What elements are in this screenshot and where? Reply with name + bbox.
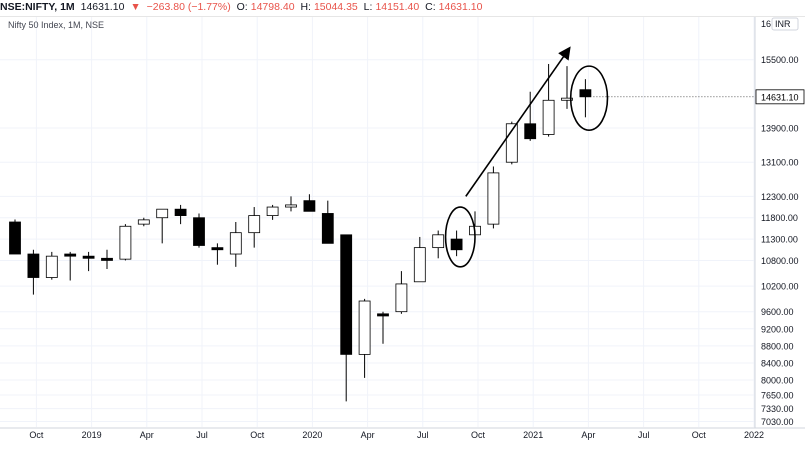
currency-label: INR <box>775 19 791 29</box>
grid <box>0 17 755 427</box>
candle-body <box>248 215 261 234</box>
y-tick-label: 13100.00 <box>761 158 799 168</box>
y-tick-label: 10800.00 <box>761 256 799 266</box>
candle-body <box>119 225 132 260</box>
y-tick-label: 7030.00 <box>761 417 794 427</box>
time-axis[interactable]: Oct 2019 Apr Jul Oct 2020 Apr Jul Oct 2021 Apr Jul O… <box>0 427 805 440</box>
symbol-header: NSE:NIFTY, 1M 14631.10 ▼ −263.80 (−1.77%… <box>0 0 805 17</box>
y-tick-label: 15500.00 <box>761 55 799 65</box>
low-value: 14151.40 <box>375 1 420 13</box>
highlight-ellipse <box>444 206 476 268</box>
price-axis[interactable]: 7030.00 7330.00 7650.00 8000.00 8400.00 8800.… <box>754 17 805 428</box>
candle-body <box>413 247 426 283</box>
x-tick-label: Jul <box>638 430 650 440</box>
highlight-ellipse <box>569 65 609 131</box>
footer <box>0 441 805 452</box>
candle-body <box>211 247 224 251</box>
y-tick-label: 8400.00 <box>761 358 794 368</box>
trend-arrow <box>465 46 571 197</box>
x-tick-label: Apr <box>361 430 375 440</box>
x-tick-label: Oct <box>250 430 265 440</box>
y-tick-label: 13900.00 <box>761 124 799 134</box>
x-tick-label: 2022 <box>744 430 764 440</box>
candle-body <box>193 217 205 246</box>
currency-badge <box>771 17 799 31</box>
candle-body <box>156 208 169 219</box>
last-price: 14631.10 <box>80 1 125 13</box>
y-tick-label: 12300.00 <box>761 192 799 202</box>
x-tick-label: Apr <box>581 430 595 440</box>
candle-body <box>27 253 40 278</box>
down-triangle-icon: ▼ <box>130 1 141 13</box>
x-tick-label: 2021 <box>523 430 543 440</box>
candle-body <box>64 253 77 257</box>
y-tick-label: 8800.00 <box>761 341 794 351</box>
y-tick-label-top: 16 <box>761 19 771 29</box>
low-label: L: <box>363 1 373 13</box>
candle-body <box>229 232 242 255</box>
last-price-label: 14631.10 <box>761 92 799 102</box>
candle-body <box>303 200 316 212</box>
x-tick-label: Jul <box>196 430 208 440</box>
last-price-badge <box>755 89 805 105</box>
candle-body <box>561 97 573 101</box>
candle-body <box>505 123 518 163</box>
candle-body <box>542 99 555 135</box>
candle-body <box>524 123 537 140</box>
open-label: O: <box>236 1 248 13</box>
candle-body <box>358 300 371 355</box>
high-label: H: <box>300 1 311 13</box>
candle-body <box>579 89 592 98</box>
candle-body <box>450 238 463 251</box>
x-tick-label: 2020 <box>302 430 322 440</box>
candle-body <box>377 313 389 317</box>
chart-title: Nifty 50 Index, 1M, NSE <box>8 20 105 30</box>
y-tick-label: 8000.00 <box>761 376 794 386</box>
y-tick-label: 10200.00 <box>761 282 799 292</box>
candle-body <box>174 208 187 216</box>
candle-body <box>432 234 445 249</box>
y-tick-label: 9200.00 <box>761 324 794 334</box>
x-tick-label: Oct <box>29 430 44 440</box>
candle-body <box>487 172 500 225</box>
candle-body <box>9 221 21 255</box>
candle-body <box>395 283 408 313</box>
candle-body <box>82 255 95 259</box>
candle-body <box>266 206 279 216</box>
x-tick-label: 2019 <box>82 430 102 440</box>
open-value: 14798.40 <box>250 1 295 13</box>
candle-body <box>101 257 113 261</box>
y-tick-label: 9600.00 <box>761 307 794 317</box>
y-tick-label: 7330.00 <box>761 404 794 414</box>
y-tick-label: 7650.00 <box>761 390 794 400</box>
candle-body <box>340 234 353 355</box>
candle-body <box>45 255 58 278</box>
high-value: 15044.35 <box>313 1 358 13</box>
x-tick-label: Oct <box>471 430 486 440</box>
x-tick-label: Oct <box>692 430 707 440</box>
candle-body <box>285 204 297 208</box>
candle-body <box>137 219 150 225</box>
y-tick-label: 11800.00 <box>761 213 798 223</box>
x-tick-label: Jul <box>417 430 429 440</box>
x-tick-label: Apr <box>140 430 154 440</box>
price-change: −263.80 (−1.77%) <box>146 1 231 13</box>
symbol-label[interactable]: NSE:NIFTY, 1M <box>0 1 75 13</box>
annotations <box>444 46 755 268</box>
y-tick-label: 11300.00 <box>761 235 798 245</box>
candles <box>9 63 592 402</box>
candle-body <box>321 213 334 244</box>
close-label: C: <box>425 1 436 13</box>
close-value: 14631.10 <box>438 1 483 13</box>
